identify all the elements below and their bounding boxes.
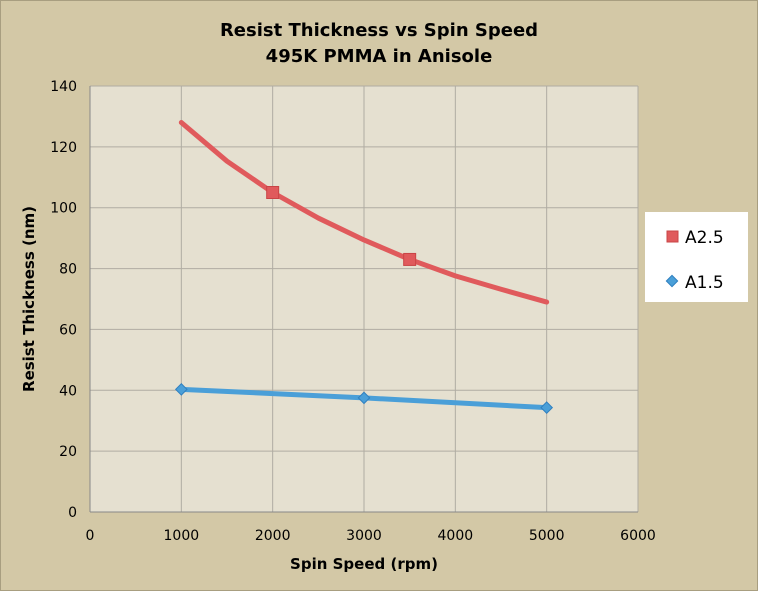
y-tick-label: 120 xyxy=(50,140,77,156)
y-tick-label: 60 xyxy=(59,322,77,338)
data-point-a1-5 xyxy=(540,401,554,414)
y-tick-label: 0 xyxy=(68,505,77,521)
legend-marker-a2-5 xyxy=(666,230,679,243)
x-tick-label: 0 xyxy=(86,528,95,544)
y-tick-label: 140 xyxy=(50,79,77,95)
x-tick-label: 1000 xyxy=(164,528,200,544)
x-axis-label: Spin Speed (rpm) xyxy=(290,555,438,573)
x-tick-label: 2000 xyxy=(255,528,291,544)
y-tick-label: 40 xyxy=(59,383,77,399)
x-tick-label: 3000 xyxy=(346,528,382,544)
data-point-a1-5 xyxy=(357,391,371,405)
chart-title-line-2: 495K PMMA in Anisole xyxy=(266,46,493,67)
y-tick-label: 100 xyxy=(50,201,77,217)
chart-title-line-1: Resist Thickness vs Spin Speed xyxy=(220,20,538,41)
data-point-a2-5 xyxy=(266,186,280,199)
series-group xyxy=(174,120,554,414)
x-tick-label: 4000 xyxy=(438,528,474,544)
legend-label-a1-5: A1.5 xyxy=(685,273,724,293)
y-axis-label: Resist Thickness (nm) xyxy=(20,206,38,392)
y-tick-label: 20 xyxy=(59,444,77,460)
series-line-a2-5 xyxy=(178,120,550,305)
data-point-a1-5 xyxy=(174,383,188,396)
y-tick-label: 80 xyxy=(59,262,77,278)
legend-label-a2-5: A2.5 xyxy=(685,228,724,248)
tick-labels: 0 1000 2000 3000 4000 5000 6000 0 20 40 60 80 100 120… xyxy=(50,79,656,544)
legend: A2.5 A1.5 xyxy=(645,212,748,302)
x-tick-label: 5000 xyxy=(529,528,565,544)
legend-box xyxy=(645,212,748,302)
x-tick-label: 6000 xyxy=(620,528,656,544)
legend-marker-a1-5 xyxy=(665,274,679,288)
data-point-a2-5 xyxy=(403,252,417,266)
